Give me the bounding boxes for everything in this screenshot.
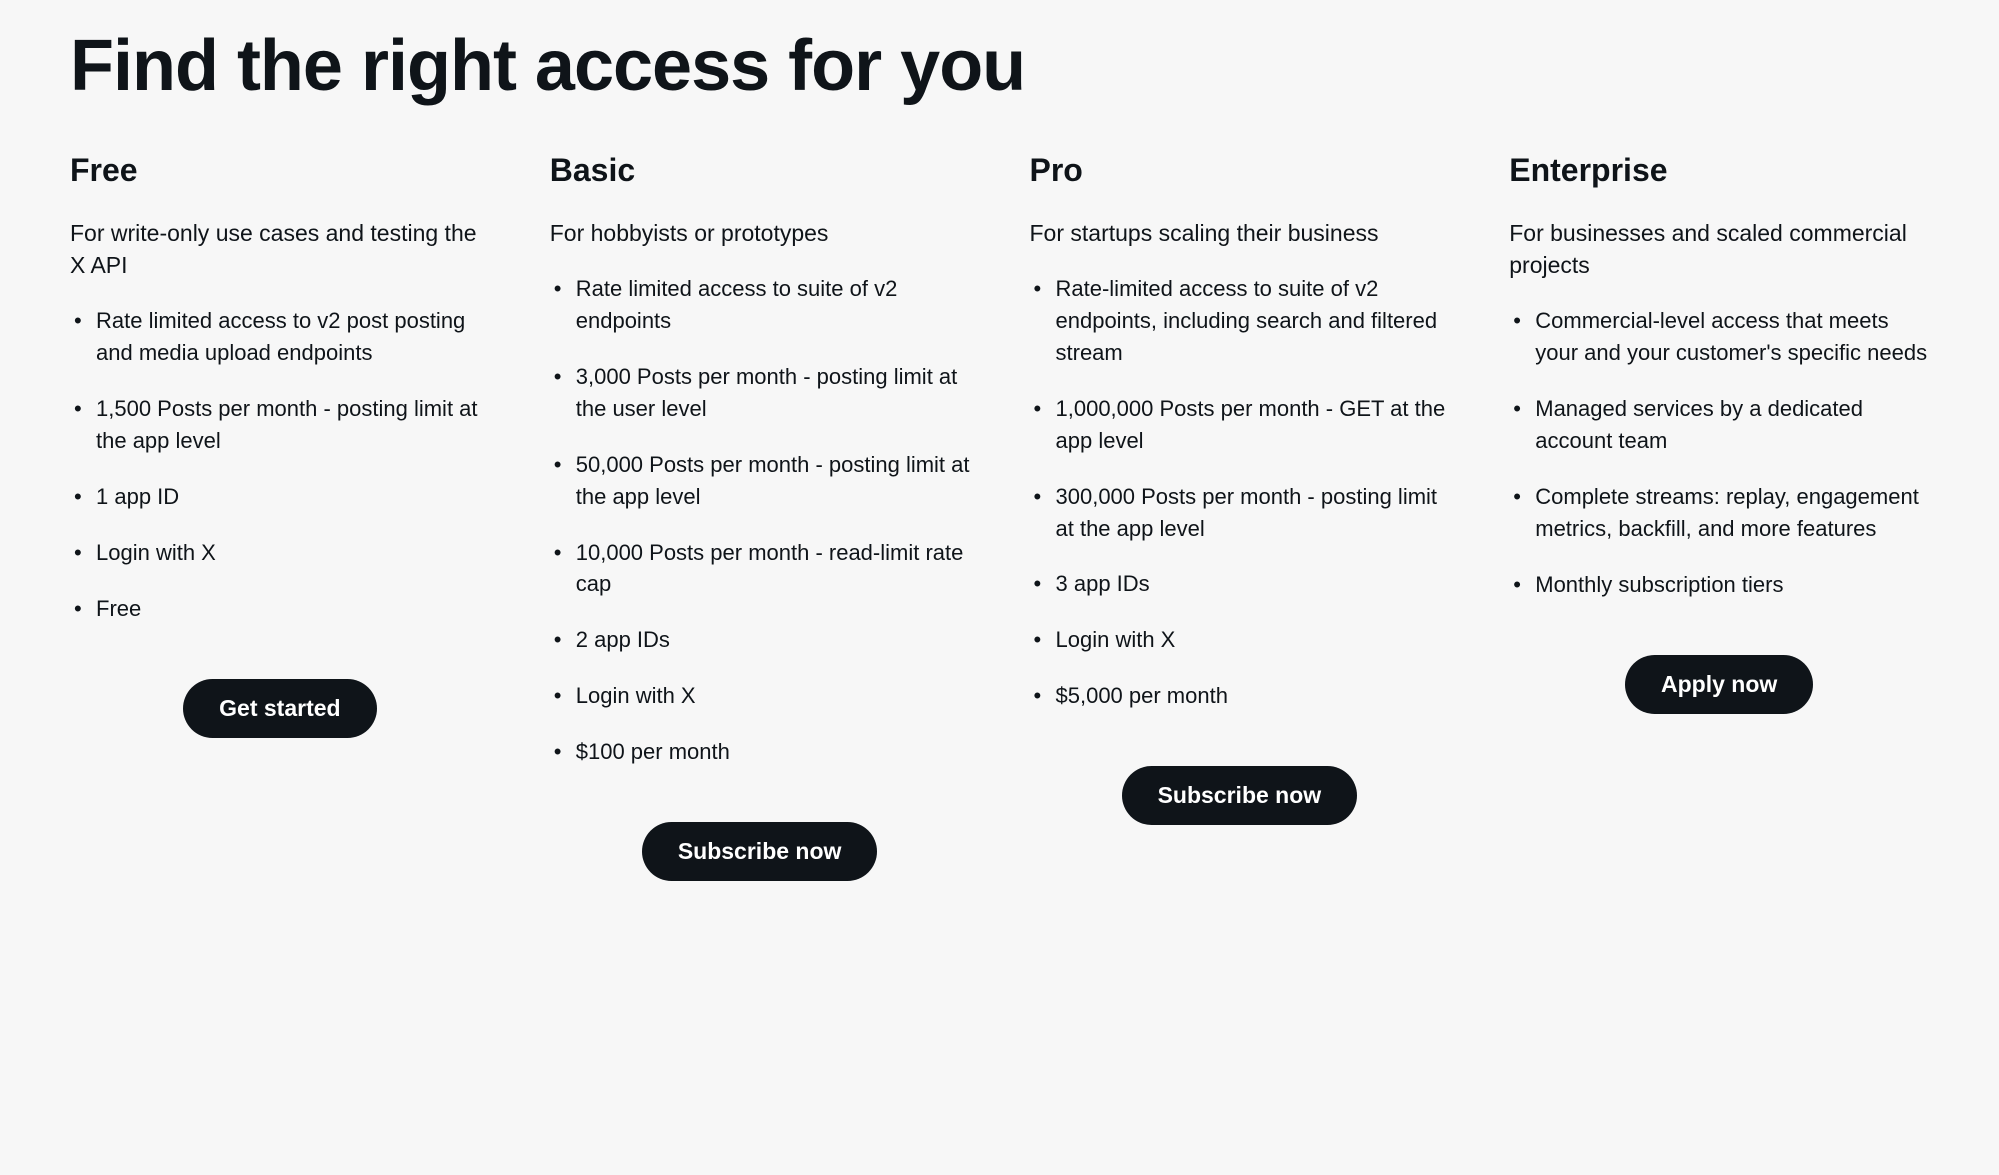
tier-feature-list: Rate limited access to v2 post posting a…	[70, 305, 490, 648]
subscribe-now-button[interactable]: Subscribe now	[1122, 766, 1358, 825]
cta-container: Get started	[70, 679, 490, 738]
get-started-button[interactable]: Get started	[183, 679, 376, 738]
feature-item: 300,000 Posts per month - posting limit …	[1056, 481, 1450, 545]
subscribe-now-button[interactable]: Subscribe now	[642, 822, 878, 881]
tier-feature-list: Commercial-level access that meets your …	[1509, 305, 1929, 624]
feature-item: Free	[96, 593, 490, 625]
tier-name: Free	[70, 152, 490, 189]
cta-container: Subscribe now	[1030, 766, 1450, 825]
tier-name: Basic	[550, 152, 970, 189]
feature-item: $100 per month	[576, 736, 970, 768]
tier-description: For hobbyists or prototypes	[550, 217, 970, 249]
feature-item: Complete streams: replay, engagement met…	[1535, 481, 1929, 545]
tier-pro: Pro For startups scaling their business …	[1030, 152, 1450, 881]
tier-free: Free For write-only use cases and testin…	[70, 152, 490, 881]
feature-item: Login with X	[576, 680, 970, 712]
tier-feature-list: Rate limited access to suite of v2 endpo…	[550, 273, 970, 792]
feature-item: Managed services by a dedicated account …	[1535, 393, 1929, 457]
feature-item: Login with X	[96, 537, 490, 569]
feature-item: Rate limited access to suite of v2 endpo…	[576, 273, 970, 337]
tier-description: For startups scaling their business	[1030, 217, 1450, 249]
feature-item: 3,000 Posts per month - posting limit at…	[576, 361, 970, 425]
feature-item: 1 app ID	[96, 481, 490, 513]
page-heading: Find the right access for you	[70, 30, 1929, 102]
feature-item: 10,000 Posts per month - read-limit rate…	[576, 537, 970, 601]
tier-name: Enterprise	[1509, 152, 1929, 189]
cta-container: Apply now	[1509, 655, 1929, 714]
tier-feature-list: Rate-limited access to suite of v2 endpo…	[1030, 273, 1450, 736]
tier-enterprise: Enterprise For businesses and scaled com…	[1509, 152, 1929, 881]
apply-now-button[interactable]: Apply now	[1625, 655, 1813, 714]
tier-basic: Basic For hobbyists or prototypes Rate l…	[550, 152, 970, 881]
tier-name: Pro	[1030, 152, 1450, 189]
feature-item: Rate limited access to v2 post posting a…	[96, 305, 490, 369]
feature-item: Rate-limited access to suite of v2 endpo…	[1056, 273, 1450, 369]
feature-item: 2 app IDs	[576, 624, 970, 656]
feature-item: Monthly subscription tiers	[1535, 569, 1929, 601]
feature-item: 3 app IDs	[1056, 568, 1450, 600]
cta-container: Subscribe now	[550, 822, 970, 881]
feature-item: $5,000 per month	[1056, 680, 1450, 712]
feature-item: Commercial-level access that meets your …	[1535, 305, 1929, 369]
feature-item: 1,000,000 Posts per month - GET at the a…	[1056, 393, 1450, 457]
pricing-tiers-grid: Free For write-only use cases and testin…	[70, 152, 1929, 881]
feature-item: 50,000 Posts per month - posting limit a…	[576, 449, 970, 513]
feature-item: Login with X	[1056, 624, 1450, 656]
feature-item: 1,500 Posts per month - posting limit at…	[96, 393, 490, 457]
tier-description: For businesses and scaled commercial pro…	[1509, 217, 1929, 281]
tier-description: For write-only use cases and testing the…	[70, 217, 490, 281]
